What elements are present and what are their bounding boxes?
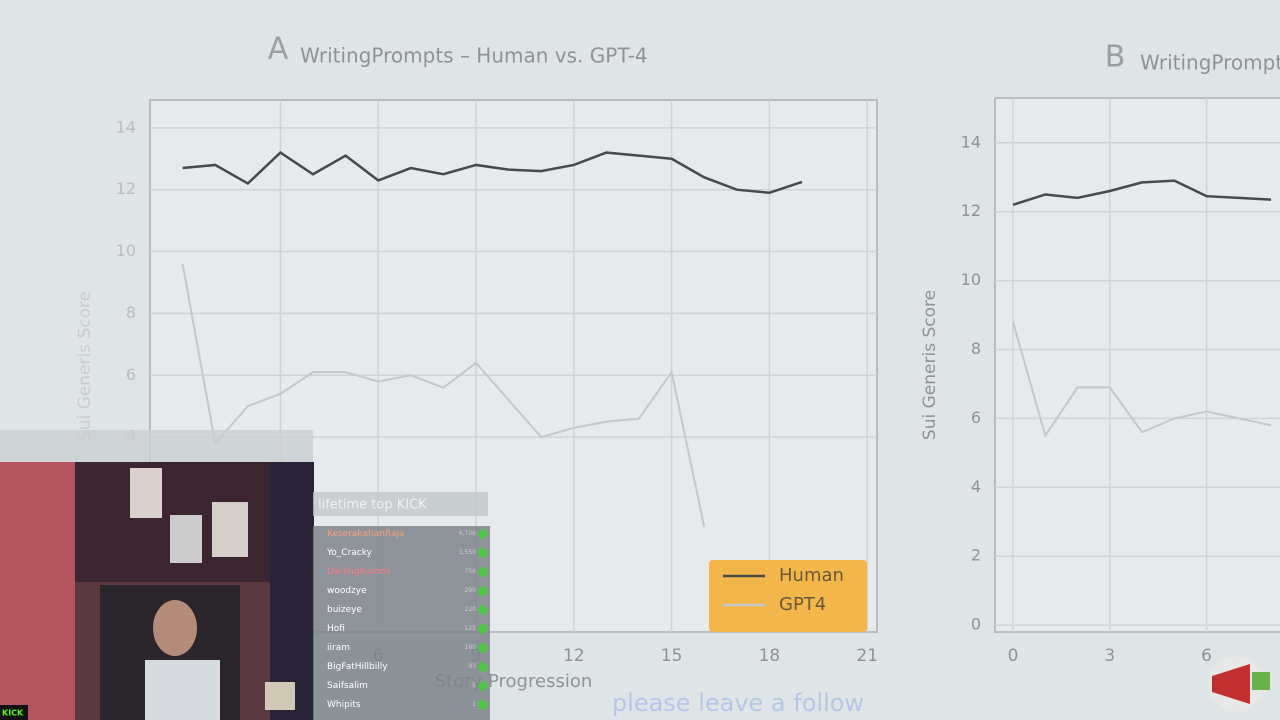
- platform-logo: KICK: [2, 709, 24, 718]
- user-points: 220: [464, 606, 476, 613]
- y-tick-label: 2: [971, 546, 981, 565]
- user-points: 1: [472, 701, 476, 708]
- badge-icon: [478, 624, 488, 634]
- y-tick-label: 6: [126, 365, 136, 384]
- leaderboard-row: KeserakahanRaja 6,706: [313, 525, 490, 544]
- user-points: 93: [468, 663, 476, 670]
- y-tick-label: 6: [971, 408, 981, 427]
- user-points: 290: [464, 587, 476, 594]
- badge-icon: [478, 586, 488, 596]
- series-line: [1012, 179, 1272, 206]
- legend-box: [709, 560, 867, 632]
- leaderboard-row: buizeye 220: [313, 601, 490, 620]
- badge-icon: [478, 700, 488, 710]
- chart-panel: B WritingPrompts Sui Generis Score 0 2 4 6 8 10 1…: [920, 40, 1280, 666]
- leaderboard-row: iiram 100: [313, 639, 490, 658]
- badge-icon: [478, 567, 488, 577]
- user-points: 125: [464, 625, 476, 632]
- x-tick-label: 0: [1008, 646, 1019, 666]
- leaderboard-row: Whipits 1: [313, 696, 490, 715]
- series-line: [181, 263, 706, 528]
- leaderboard-row: Yo_Cracky 1,550: [313, 544, 490, 563]
- y-tick-label: 10: [961, 270, 981, 289]
- user-name: Hofi: [327, 624, 345, 634]
- user-points: 100: [464, 644, 476, 651]
- y-tick-label: 4: [971, 477, 981, 496]
- legend-label: GPT4: [779, 594, 826, 615]
- user-name: woodzye: [327, 586, 367, 596]
- user-name: KeserakahanRaja: [327, 529, 405, 539]
- leaderboard-row: BigFatHillbilly 93: [313, 658, 490, 677]
- y-axis-label: Sui Generis Score: [75, 291, 95, 441]
- leaderboard-row: Saifsalim 5: [313, 677, 490, 696]
- user-name: Yo_Cracky: [327, 548, 372, 558]
- user-points: 1,550: [458, 549, 476, 556]
- user-name: Whipits: [327, 700, 361, 710]
- badge-icon: [478, 643, 488, 653]
- badge-icon: [478, 605, 488, 615]
- x-tick-label: 18: [759, 646, 781, 666]
- series-line: [182, 150, 803, 195]
- badge-icon: [478, 529, 488, 539]
- user-points: 5: [472, 682, 476, 689]
- webcam: KICK: [0, 430, 314, 720]
- user-name: iiram: [327, 643, 350, 653]
- megaphone-icon: [1208, 656, 1270, 712]
- x-tick-label: 21: [856, 646, 878, 666]
- panel-label: A: [268, 32, 289, 67]
- badge-icon: [478, 548, 488, 558]
- badge-icon: [478, 662, 488, 672]
- x-tick-label: 6: [1201, 646, 1212, 666]
- x-tick-label: 12: [563, 646, 585, 666]
- y-tick-label: 8: [126, 303, 136, 322]
- badge-icon: [478, 681, 488, 691]
- leaderboard-row: woodzye 290: [313, 582, 490, 601]
- y-tick-label: 14: [961, 132, 981, 151]
- y-tick-label: 0: [971, 615, 981, 634]
- y-tick-label: 14: [116, 117, 136, 136]
- panel-label: B: [1105, 40, 1126, 75]
- chart-title: WritingPrompts – Human vs. GPT-4: [300, 44, 648, 68]
- user-name: DarlingKuromi: [327, 567, 391, 577]
- y-tick-label: 10: [116, 241, 136, 260]
- y-tick-label: 8: [971, 339, 981, 358]
- plot-frame: [994, 97, 1280, 633]
- legend-label: Human: [779, 565, 844, 586]
- follow-text: please leave a follow: [612, 689, 864, 717]
- series-line: [1012, 321, 1272, 438]
- leaderboard-header-bg: [313, 492, 488, 516]
- user-points: 6,706: [458, 530, 476, 537]
- leaderboard-row: DarlingKuromi 756: [313, 563, 490, 582]
- y-axis-label: Sui Generis Score: [920, 290, 940, 440]
- user-name: BigFatHillbilly: [327, 662, 388, 672]
- y-tick-label: 12: [961, 201, 981, 220]
- leaderboard-bg: [313, 526, 490, 720]
- chart-title: WritingPrompts: [1140, 51, 1280, 75]
- y-tick-label: 12: [116, 179, 136, 198]
- x-tick-label: 15: [661, 646, 683, 666]
- user-name: buizeye: [327, 605, 363, 615]
- leaderboard-title: lifetime top KICK: [318, 498, 427, 513]
- leaderboard-row: Hofi 125: [313, 620, 490, 639]
- x-tick-label: 3: [1104, 646, 1115, 666]
- user-points: 756: [464, 568, 476, 575]
- user-name: Saifsalim: [327, 681, 368, 691]
